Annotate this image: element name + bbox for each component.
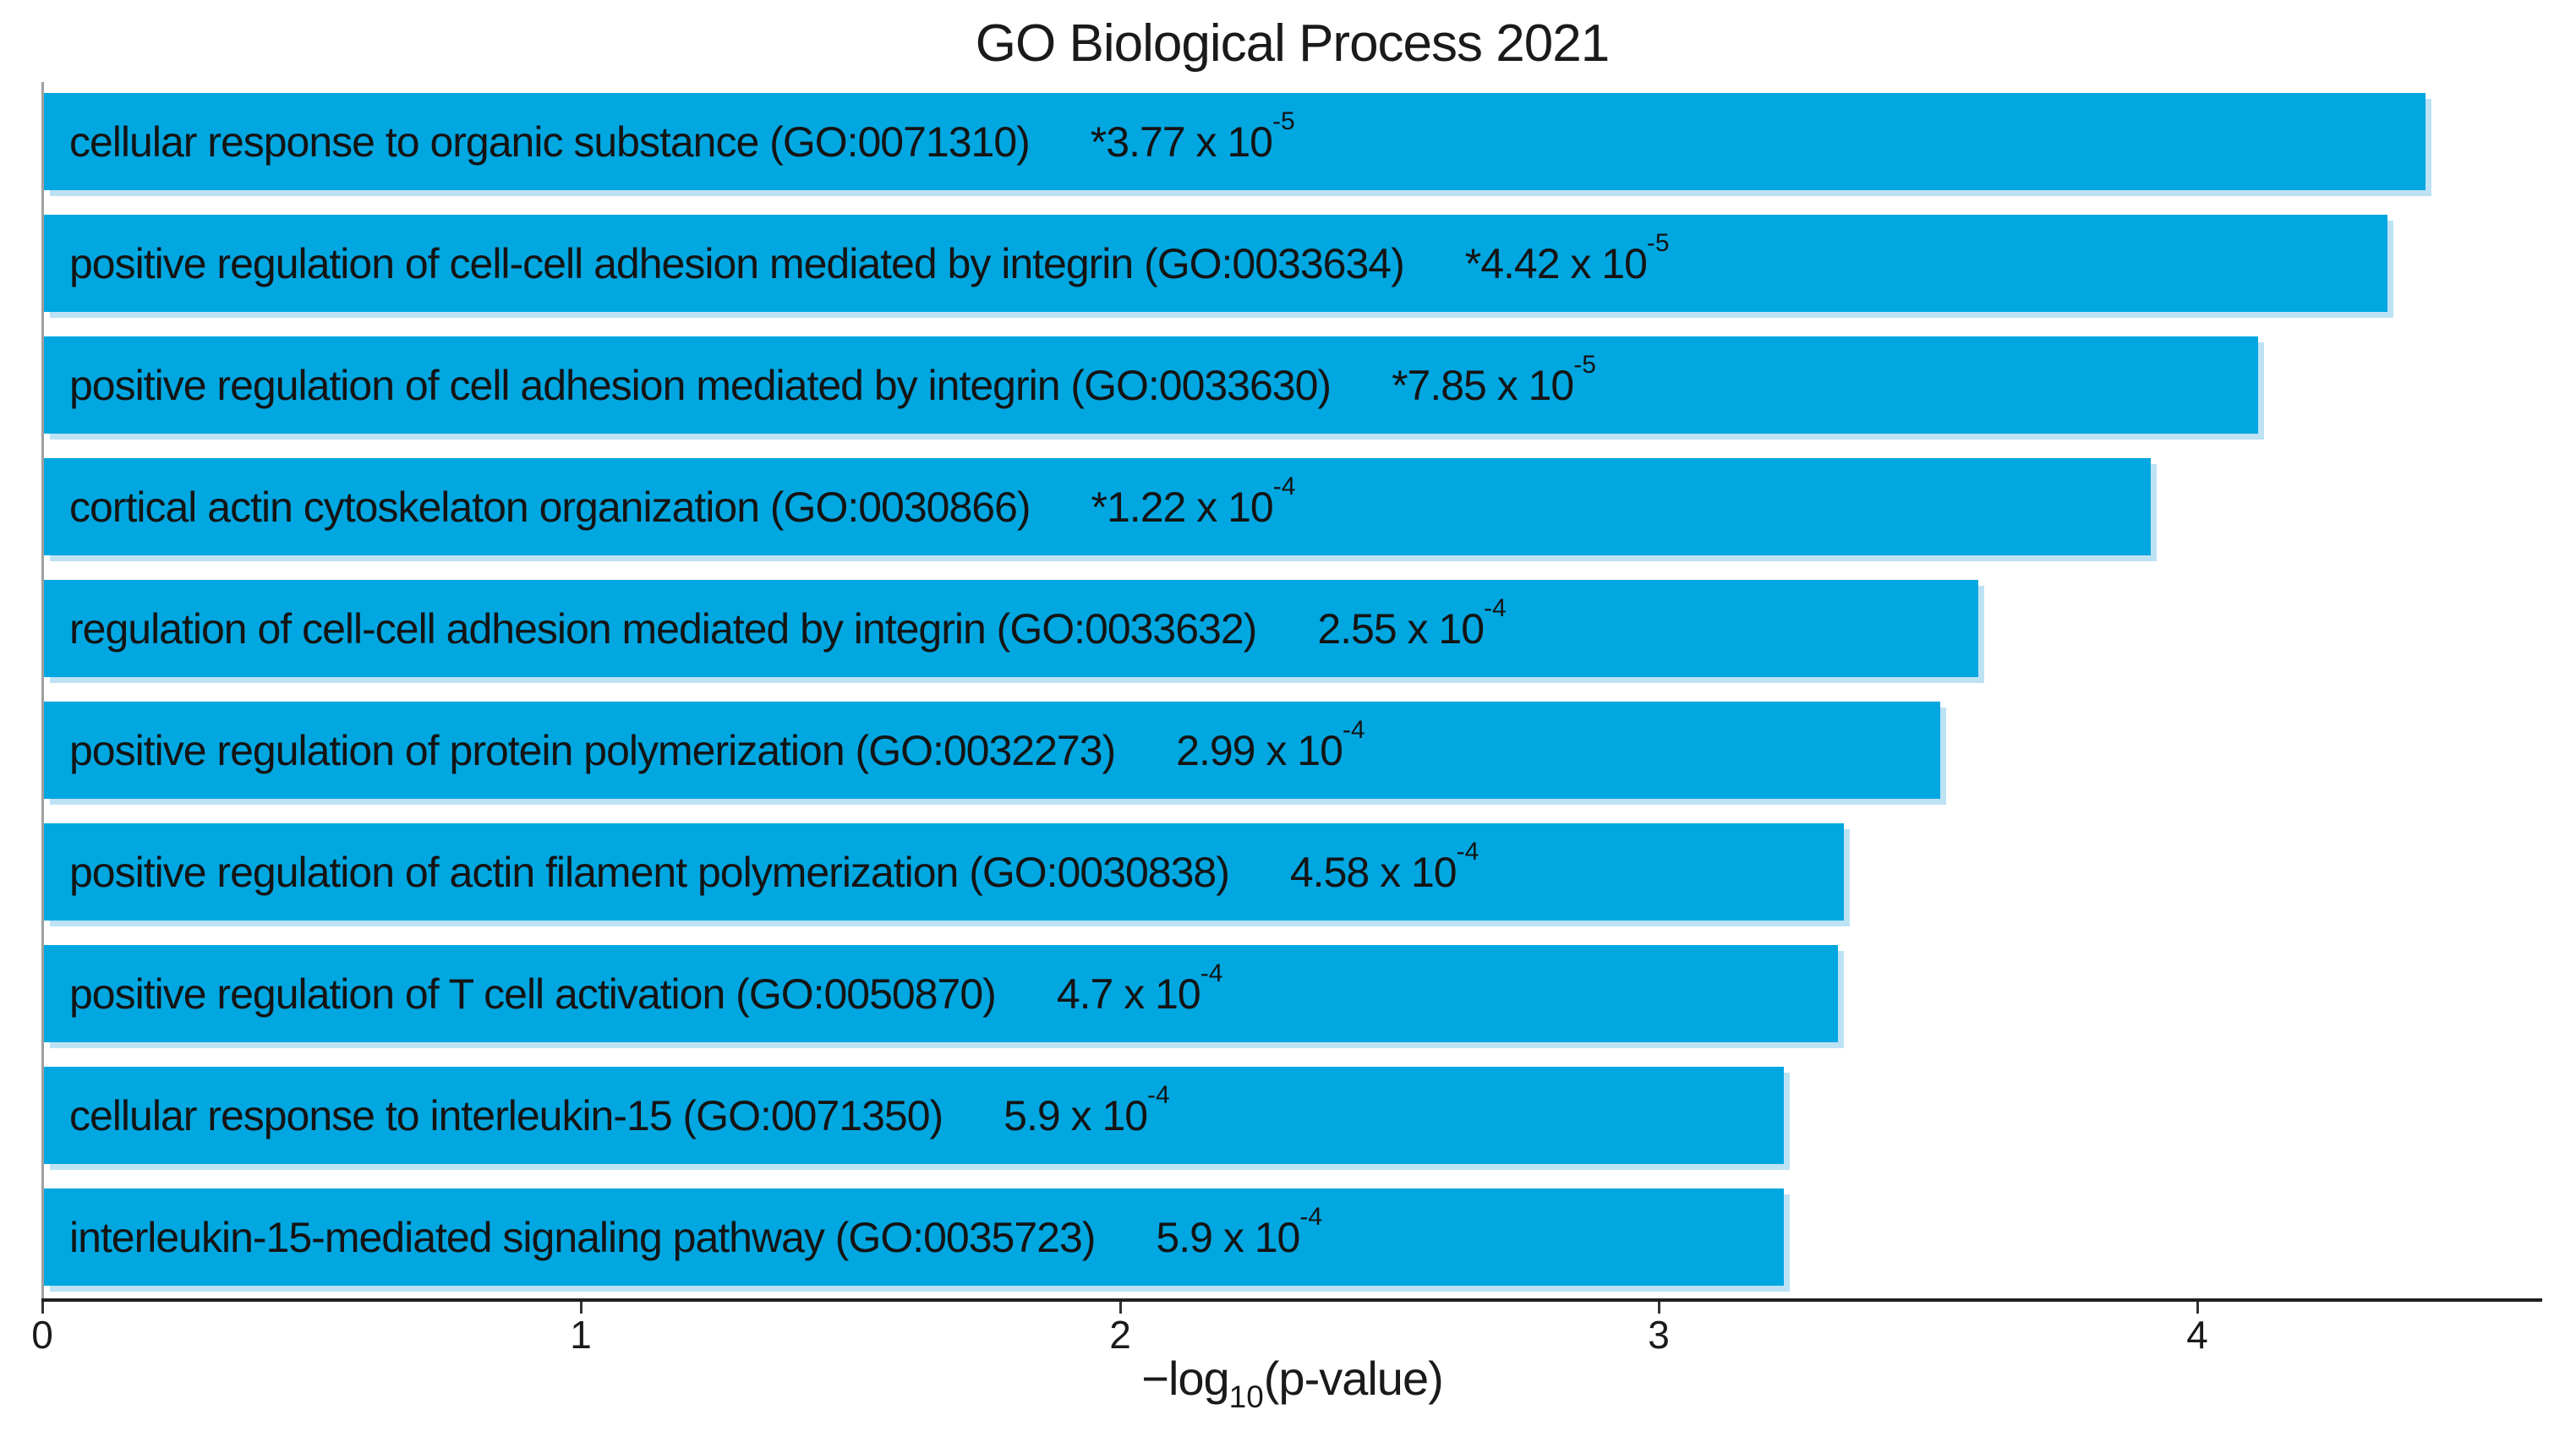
bar-row: positive regulation of cell-cell adhesio… [44, 215, 2387, 312]
pvalue-base: 5.9 x 10 [1156, 1213, 1300, 1261]
pvalue-base: *7.85 x 10 [1392, 361, 1574, 409]
bar-pvalue-label: 4.7 x 10-4 [1056, 959, 1223, 1019]
x-tick-label: 2 [1109, 1313, 1131, 1357]
x-tick-mark [580, 1302, 582, 1314]
x-tick-mark [2196, 1302, 2199, 1314]
bar-term-label: interleukin-15-mediated signaling pathwa… [69, 1213, 1096, 1261]
bar-row: regulation of cell-cell adhesion mediate… [44, 580, 1978, 677]
bar-pvalue-label: *7.85 x 10-5 [1392, 351, 1596, 410]
bar-row: cortical actin cytoskelaton organization… [44, 458, 2151, 555]
pvalue-exponent: -4 [1147, 1081, 1170, 1110]
pvalue-exponent: -5 [1646, 229, 1670, 258]
bar-row: interleukin-15-mediated signaling pathwa… [44, 1188, 1784, 1286]
bar-pvalue-label: *4.42 x 10-5 [1464, 229, 1670, 288]
bar-pvalue-label: 5.9 x 10-4 [1004, 1081, 1170, 1140]
bar-row: cellular response to organic substance (… [44, 93, 2426, 190]
bar-term-label: cortical actin cytoskelaton organization… [69, 483, 1031, 531]
bar-pvalue-label: 2.99 x 10-4 [1176, 716, 1365, 775]
pvalue-base: *1.22 x 10 [1091, 483, 1274, 531]
x-tick-mark [1119, 1302, 1122, 1314]
bar-term-label: regulation of cell-cell adhesion mediate… [69, 604, 1257, 653]
bar-pvalue-label: *1.22 x 10-4 [1091, 473, 1296, 532]
bar-row: positive regulation of cell adhesion med… [44, 336, 2258, 434]
x-tick-label: 3 [1648, 1313, 1670, 1357]
pvalue-exponent: -5 [1272, 107, 1295, 136]
bar-row: cellular response to interleukin-15 (GO:… [44, 1067, 1784, 1164]
pvalue-exponent: -4 [1484, 594, 1507, 623]
x-tick-label: 1 [570, 1313, 592, 1357]
pvalue-base: *3.77 x 10 [1090, 117, 1273, 166]
pvalue-base: *4.42 x 10 [1464, 239, 1648, 287]
pvalue-base: 2.99 x 10 [1176, 726, 1343, 774]
pvalue-base: 5.9 x 10 [1004, 1091, 1148, 1139]
bar-row: positive regulation of protein polymeriz… [44, 702, 1940, 799]
x-tick-mark [41, 1302, 44, 1314]
pvalue-base: 4.58 x 10 [1289, 848, 1458, 896]
pvalue-base: 2.55 x 10 [1317, 604, 1485, 653]
bar-term-label: positive regulation of cell-cell adhesio… [69, 239, 1405, 287]
pvalue-base: 4.7 x 10 [1056, 970, 1201, 1018]
bar-term-label: positive regulation of cell adhesion med… [69, 361, 1332, 409]
x-tick-label: 4 [2186, 1313, 2208, 1357]
bar-pvalue-label: 5.9 x 10-4 [1156, 1203, 1322, 1262]
bar-term-label: cellular response to organic substance (… [69, 117, 1031, 166]
x-axis-label-suffix: (p-value) [1263, 1352, 1444, 1405]
x-axis-line [41, 1298, 2542, 1302]
pvalue-exponent: -4 [1200, 959, 1223, 988]
pvalue-exponent: -4 [1456, 838, 1479, 866]
pvalue-exponent: -5 [1573, 351, 1596, 380]
pvalue-exponent: -4 [1272, 473, 1296, 501]
x-tick-mark [1658, 1302, 1660, 1314]
bar-pvalue-label: 4.58 x 10-4 [1289, 838, 1479, 897]
bar-term-label: positive regulation of T cell activation… [69, 970, 997, 1018]
x-axis-label: −log10(p-value) [42, 1351, 2542, 1415]
bar-term-label: positive regulation of protein polymeriz… [69, 726, 1116, 774]
chart-title: GO Biological Process 2021 [975, 14, 1610, 73]
x-axis-label-prefix: −log [1141, 1352, 1229, 1405]
bar-pvalue-label: 2.55 x 10-4 [1317, 594, 1506, 653]
pvalue-exponent: -4 [1342, 716, 1365, 745]
bar-row: positive regulation of actin filament po… [44, 823, 1844, 921]
bar-term-label: cellular response to interleukin-15 (GO:… [69, 1091, 943, 1139]
pvalue-exponent: -4 [1299, 1203, 1323, 1232]
bar-pvalue-label: *3.77 x 10-5 [1090, 107, 1295, 167]
bar-term-label: positive regulation of actin filament po… [69, 848, 1230, 896]
y-axis-spine [41, 82, 44, 1300]
bar-row: positive regulation of T cell activation… [44, 945, 1838, 1042]
x-tick-label: 0 [31, 1313, 53, 1357]
x-axis-label-subscript: 10 [1228, 1380, 1264, 1415]
